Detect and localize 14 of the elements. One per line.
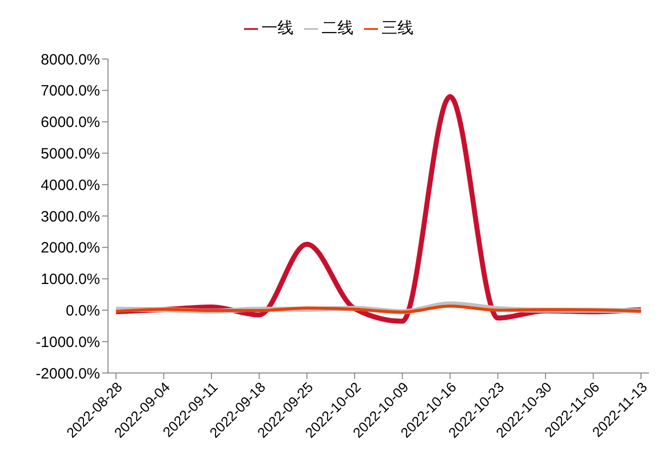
y-tick-label: 4000.0%	[40, 176, 100, 194]
y-tick-label: 0.0%	[66, 302, 100, 320]
y-tick-label: -1000.0%	[36, 334, 100, 351]
y-tick-label: -2000.0%	[36, 365, 100, 382]
legend-label: 二线	[322, 20, 354, 37]
legend-label: 一线	[262, 20, 294, 37]
y-tick-label: 8000.0%	[40, 51, 100, 68]
y-tick-label: 6000.0%	[40, 114, 100, 132]
y-tick-label: 3000.0%	[40, 208, 100, 226]
y-tick-label: 2000.0%	[40, 240, 100, 257]
y-tick-label: 1000.0%	[40, 271, 100, 288]
legend-label: 三线	[382, 20, 414, 37]
y-tick-label: 5000.0%	[40, 146, 100, 163]
y-tick-label: 7000.0%	[40, 82, 100, 100]
